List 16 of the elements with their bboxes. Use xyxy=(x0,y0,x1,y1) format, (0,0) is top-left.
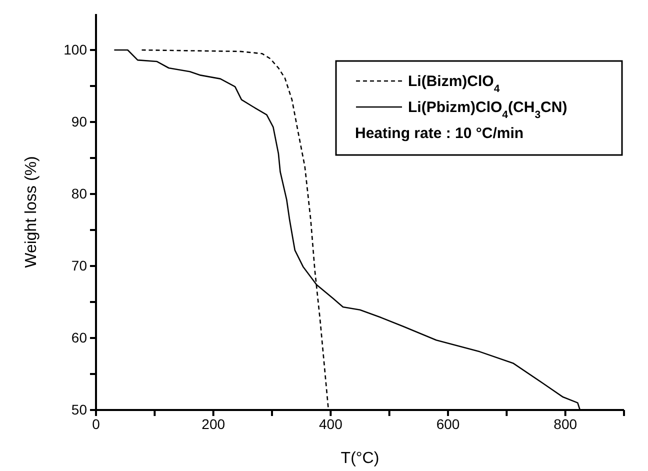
x-tick-label: 200 xyxy=(202,416,226,432)
y-tick-label: 50 xyxy=(71,401,88,418)
x-tick-label: 400 xyxy=(318,416,343,432)
y-axis-title: Weight loss (%) xyxy=(23,156,40,268)
x-tick-label: 600 xyxy=(436,416,460,432)
x-tick-label: 800 xyxy=(554,416,578,432)
y-tick-label: 80 xyxy=(71,185,88,202)
x-axis-title: T(°C) xyxy=(340,450,380,467)
x-tick-label: 0 xyxy=(92,416,100,432)
legend-label: Li(Pbizm)ClO$_{4}$(CH$_{3}$CN) xyxy=(408,99,568,121)
y-tick-label: 90 xyxy=(71,113,88,130)
annotation: Heating rate : 10 °C/min xyxy=(355,125,524,142)
y-tick-label: 100 xyxy=(64,41,88,58)
legend-label: Li(Bizm)ClO$_{4}$ xyxy=(408,73,500,95)
y-tick-label: 60 xyxy=(71,329,88,346)
y-tick-label: 70 xyxy=(71,257,88,274)
